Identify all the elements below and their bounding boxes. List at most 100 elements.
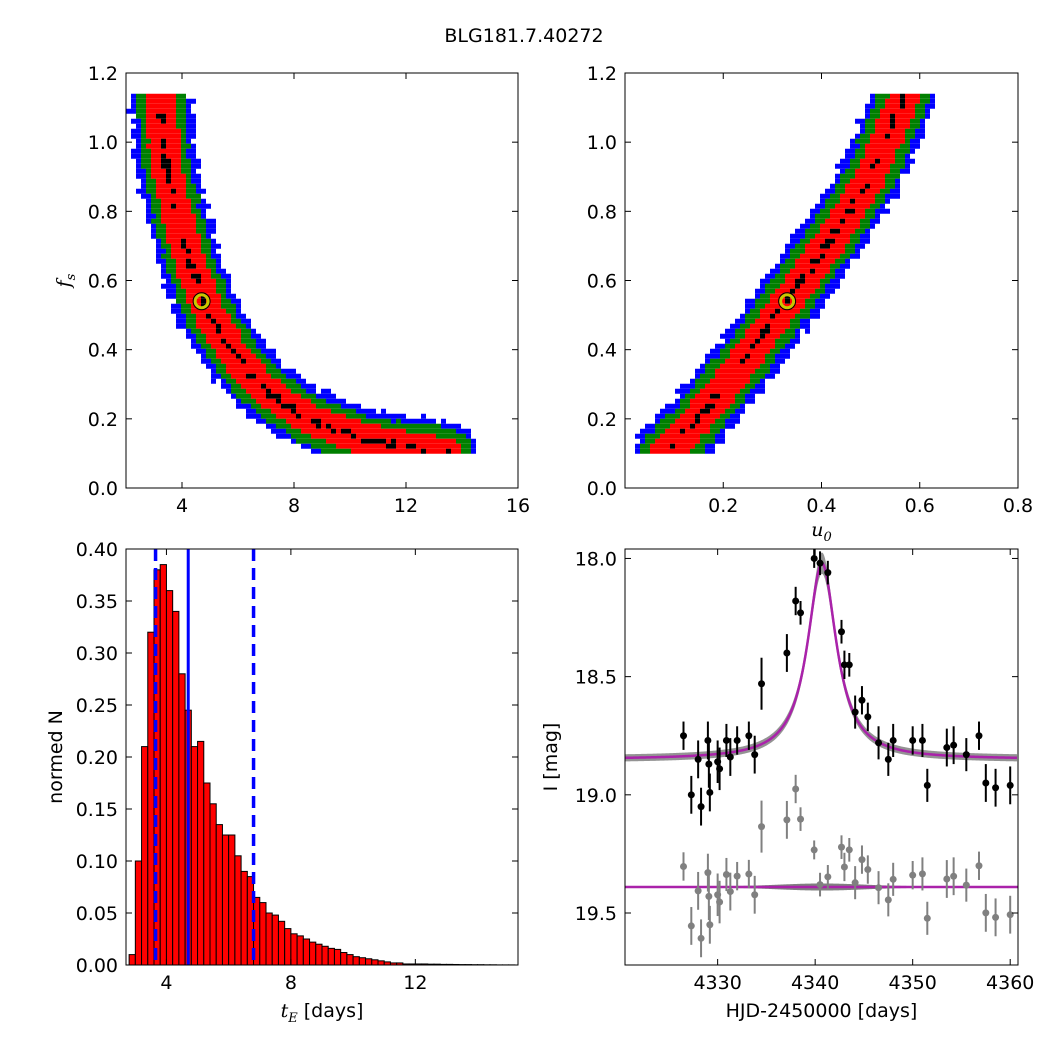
- density-cell-1sigma: [221, 348, 226, 354]
- density-cell-1sigma: [795, 298, 800, 304]
- density-cell-3sigma: [755, 383, 760, 389]
- density-cell-1sigma: [865, 188, 870, 194]
- density-cell-3sigma: [276, 428, 281, 434]
- density-cell-3sigma: [326, 393, 331, 399]
- density-cell-3sigma: [890, 193, 895, 199]
- density-cell-core: [870, 163, 875, 169]
- density-cell-1sigma: [690, 438, 695, 444]
- density-cell-1sigma: [186, 288, 191, 294]
- density-cell-1sigma: [830, 253, 835, 259]
- density-cell-1sigma: [685, 428, 690, 434]
- density-cell-2sigma: [645, 438, 650, 444]
- density-cell-2sigma: [820, 218, 825, 224]
- density-cell-2sigma: [865, 128, 870, 134]
- density-cell-1sigma: [146, 93, 151, 99]
- density-cell-2sigma: [196, 338, 201, 344]
- density-cell-1sigma: [900, 133, 905, 139]
- density-cell-1sigma: [191, 238, 196, 244]
- density-cell-2sigma: [900, 143, 905, 149]
- density-cell-2sigma: [855, 148, 860, 154]
- density-cell-core: [785, 298, 790, 304]
- density-cell-2sigma: [311, 398, 316, 404]
- density-cell-2sigma: [875, 203, 880, 209]
- density-cell-2sigma: [785, 328, 790, 334]
- density-cell-1sigma: [670, 438, 675, 444]
- histogram-bar: [371, 959, 379, 966]
- density-cell-2sigma: [281, 378, 286, 384]
- density-cell-2sigma: [441, 428, 446, 434]
- density-cell-1sigma: [311, 408, 316, 414]
- residual-point: [962, 881, 970, 889]
- best-fit-marker-ring: [193, 293, 210, 310]
- density-cell-2sigma: [181, 303, 186, 309]
- density-cell-3sigma: [131, 153, 136, 159]
- density-cell-2sigma: [860, 143, 865, 149]
- data-point: [824, 569, 832, 577]
- density-cell-3sigma: [461, 428, 466, 434]
- density-cell-2sigma: [156, 208, 161, 214]
- density-cell-2sigma: [306, 433, 311, 439]
- density-cell-1sigma: [815, 268, 820, 274]
- density-cell-1sigma: [216, 293, 221, 299]
- residual-point: [751, 891, 759, 899]
- density-cell-2sigma: [730, 408, 735, 414]
- density-cell-1sigma: [735, 348, 740, 354]
- density-cell-2sigma: [141, 93, 146, 99]
- density-cell-3sigma: [885, 198, 890, 204]
- density-cell-2sigma: [870, 113, 875, 119]
- density-cell-1sigma: [880, 133, 885, 139]
- density-cell-2sigma: [316, 398, 321, 404]
- density-cell-3sigma: [191, 333, 196, 339]
- density-cell-3sigma: [790, 243, 795, 249]
- density-cell-1sigma: [236, 378, 241, 384]
- density-cell-1sigma: [156, 183, 161, 189]
- density-cell-2sigma: [795, 243, 800, 249]
- density-cell-1sigma: [166, 98, 171, 104]
- density-cell-1sigma: [246, 353, 251, 359]
- y-tick-label: 0.15: [76, 799, 118, 821]
- histogram-bar: [165, 590, 174, 966]
- density-cell-2sigma: [875, 108, 880, 114]
- density-cell-1sigma: [356, 428, 361, 434]
- density-cell-3sigma: [785, 248, 790, 254]
- x-tick-label: 16: [506, 495, 530, 517]
- density-cell-3sigma: [211, 228, 216, 234]
- density-cell-3sigma: [670, 403, 675, 409]
- density-cell-3sigma: [805, 328, 810, 334]
- density-cell-3sigma: [186, 123, 191, 129]
- density-cell-2sigma: [850, 243, 855, 249]
- density-cell-1sigma: [306, 403, 311, 409]
- density-cell-3sigma: [695, 368, 700, 374]
- density-cell-1sigma: [910, 93, 915, 99]
- residual-point: [816, 881, 824, 889]
- density-cell-1sigma: [276, 408, 281, 414]
- density-cell-3sigma: [136, 133, 141, 139]
- density-cell-3sigma: [191, 143, 196, 149]
- density-cell-1sigma: [845, 233, 850, 239]
- density-cell-3sigma: [451, 423, 456, 429]
- density-cell-1sigma: [865, 198, 870, 204]
- y-tick-label: 0.40: [76, 539, 118, 561]
- density-cell-1sigma: [166, 133, 171, 139]
- density-cell-1sigma: [191, 223, 196, 229]
- density-cell-3sigma: [371, 413, 376, 419]
- density-cell-1sigma: [740, 338, 745, 344]
- density-cell-3sigma: [406, 418, 411, 424]
- density-cell-2sigma: [156, 233, 161, 239]
- density-cell-3sigma: [770, 268, 775, 274]
- density-cell-3sigma: [136, 128, 141, 134]
- density-cell-1sigma: [735, 353, 740, 359]
- density-cell-1sigma: [705, 428, 710, 434]
- density-cell-1sigma: [880, 183, 885, 189]
- density-cell-3sigma: [416, 418, 421, 424]
- density-cell-core: [286, 403, 291, 409]
- density-cell-3sigma: [151, 223, 156, 229]
- density-cell-3sigma: [925, 108, 930, 114]
- density-cell-2sigma: [141, 123, 146, 129]
- y-tick-label: 0.20: [76, 747, 118, 769]
- density-cell-1sigma: [880, 163, 885, 169]
- density-cell-2sigma: [700, 448, 705, 454]
- density-cell-1sigma: [905, 108, 910, 114]
- density-cell-core: [860, 188, 865, 194]
- density-cell-1sigma: [760, 353, 765, 359]
